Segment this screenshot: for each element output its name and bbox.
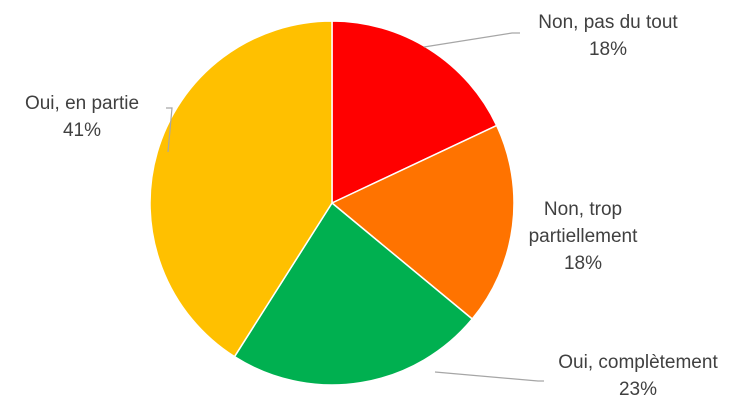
data-label-non-pas-du-tout: Non, pas du tout 18% — [538, 12, 678, 60]
pie-slice-oui-en-partie — [149, 20, 333, 358]
leader-line-oui-completement — [434, 371, 544, 382]
data-label-oui-completement: Oui, complètement 23% — [558, 352, 718, 400]
pie-slice-non-trop-partiellement — [330, 124, 515, 321]
data-label-non-trop-partiellement: Non, trop partiellement 18% — [529, 199, 638, 274]
data-label-category: Oui, complètement — [558, 352, 718, 373]
data-label-category: Oui, en partie — [25, 93, 139, 114]
leader-lines-layer — [166, 32, 544, 382]
data-label-category: partiellement — [529, 226, 638, 247]
data-label-percentage: 23% — [619, 379, 657, 400]
data-label-oui-en-partie: Oui, en partie 41% — [25, 93, 139, 141]
leader-line-non-pas-du-tout — [423, 32, 520, 48]
labels-layer: Non, pas du tout 18% Non, trop partiellemen… — [25, 12, 718, 400]
pie-slice-oui-completement — [233, 201, 474, 386]
data-label-percentage: 18% — [589, 39, 627, 60]
data-label-category: Non, pas du tout — [538, 12, 678, 33]
data-label-category: Non, trop — [544, 199, 622, 220]
data-label-percentage: 41% — [63, 120, 101, 141]
slices-layer — [149, 20, 515, 386]
pie-slice-non-pas-du-tout — [331, 20, 498, 205]
data-label-percentage: 18% — [564, 253, 602, 274]
leader-line-oui-en-partie — [166, 107, 173, 153]
